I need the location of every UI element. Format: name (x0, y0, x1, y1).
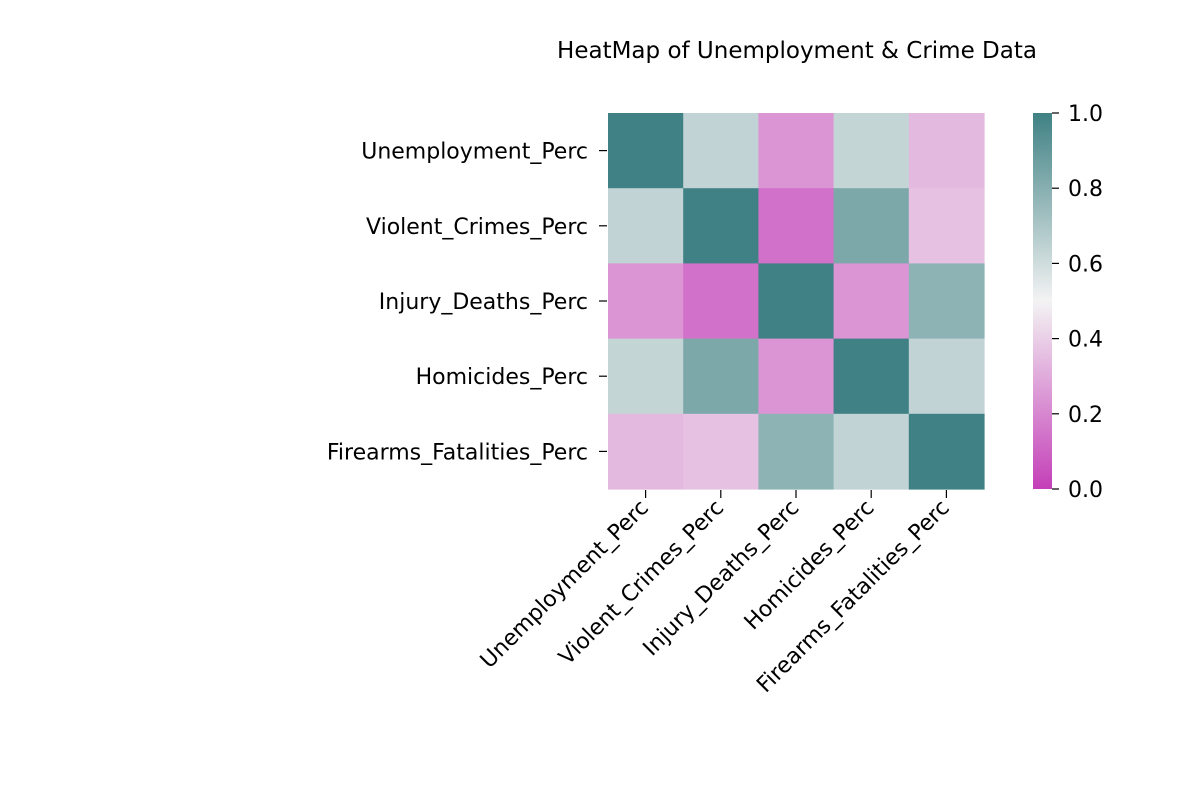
colorbar-tick-label: 1.0 (1068, 102, 1103, 127)
heatmap-cell (683, 413, 759, 490)
heatmap-cell (608, 188, 684, 264)
heatmap-cell (833, 263, 910, 340)
heatmap-cell (608, 113, 684, 189)
colorbar-tick-label: 0.8 (1068, 177, 1103, 202)
heatmap-cell (758, 113, 835, 189)
heatmap-cell (833, 413, 910, 490)
heatmap-cell (608, 338, 684, 415)
heatmap-cell (908, 263, 985, 340)
column-labels: Unemployment_PercViolent_Crimes_PercInju… (476, 490, 955, 698)
heatmap-cell (758, 263, 835, 340)
heatmap-cell (608, 263, 684, 340)
heatmap-cell (908, 113, 985, 189)
row-labels: Unemployment_Perc Violent_Crimes_Perc Inju… (327, 140, 607, 465)
row-label: Firearms_Fatalities_Perc (327, 440, 588, 465)
colorbar-tick-label: 0.2 (1068, 403, 1103, 428)
row-label: Violent_Crimes_Perc (366, 215, 588, 240)
heatmap-cell (758, 413, 835, 490)
heatmap-cell (908, 188, 985, 264)
colorbar-tick-label: 0.4 (1068, 328, 1103, 353)
colorbar: 0.0 0.2 0.4 0.6 0.8 1.0 (1033, 102, 1103, 503)
heatmap-cell (758, 338, 835, 415)
heatmap-cell (683, 338, 759, 415)
heatmap-cell (908, 338, 985, 415)
colorbar-tick-label: 0.0 (1068, 478, 1103, 503)
column-label: Homicides_Perc (740, 496, 880, 636)
heatmap-cell (608, 413, 684, 490)
colorbar-tick-label: 0.6 (1068, 252, 1103, 277)
row-label: Homicides_Perc (416, 365, 588, 390)
heatmap-cell (908, 413, 985, 490)
heatmap-cell (833, 338, 910, 415)
chart-title: HeatMap of Unemployment & Crime Data (557, 38, 1037, 64)
heatmap-cell (758, 188, 835, 264)
heatmap-cell (683, 188, 759, 264)
colorbar-gradient (1033, 113, 1052, 489)
row-label: Injury_Deaths_Perc (379, 290, 588, 315)
row-label: Unemployment_Perc (361, 140, 588, 165)
heatmap-cell (683, 113, 759, 189)
heatmap-cell (833, 188, 910, 264)
heatmap-cell (683, 263, 759, 340)
heatmap-cells (608, 113, 985, 490)
heatmap-cell (833, 113, 910, 189)
